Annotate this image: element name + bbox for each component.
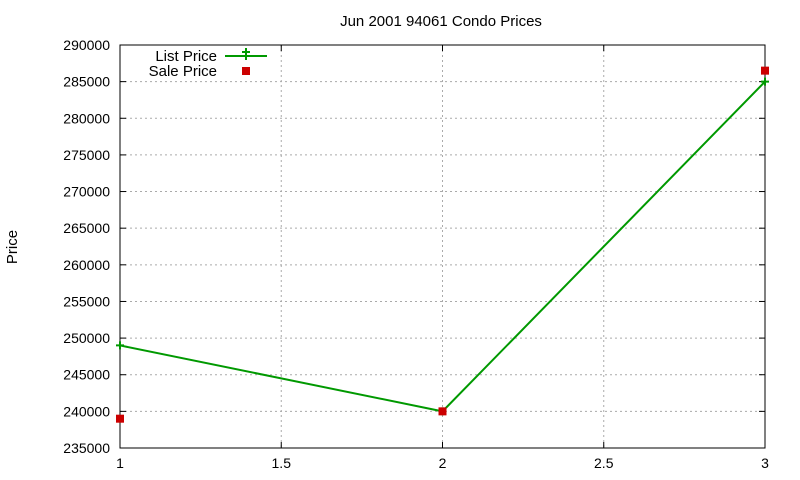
y-tick-label: 250000 (63, 330, 110, 346)
y-tick-label: 290000 (63, 37, 110, 53)
y-tick-label: 255000 (63, 293, 110, 309)
list-price-point (761, 77, 769, 86)
legend-marker-list-price (242, 48, 250, 60)
y-tick-label: 245000 (63, 367, 110, 383)
chart-title: Jun 2001 94061 Condo Prices (340, 13, 542, 30)
x-tick-label: 1 (116, 455, 124, 471)
y-tick-label: 280000 (63, 110, 110, 126)
sale-price-point (438, 407, 447, 416)
gridlines (120, 45, 765, 448)
y-axis-label: Price (4, 230, 21, 264)
y-tick-label: 265000 (63, 220, 110, 236)
legend-label-sale-price: Sale Price (149, 63, 217, 80)
data-series (116, 66, 769, 423)
y-tick-label: 240000 (63, 403, 110, 419)
x-tick-label: 3 (761, 455, 769, 471)
x-tick-label: 2 (439, 455, 447, 471)
x-tick-label: 2.5 (594, 455, 614, 471)
sale-price-point (761, 66, 769, 75)
y-tick-label: 260000 (63, 257, 110, 273)
y-tick-label: 270000 (63, 184, 110, 200)
legend: List Price Sale Price (149, 48, 267, 80)
legend-label-list-price: List Price (155, 48, 217, 65)
y-tick-label: 285000 (63, 74, 110, 90)
sale-price-point (116, 414, 124, 423)
axis-ticks: 1 1.5 2 2.5 3 235000 240000 245000 250000 255000 2… (63, 37, 769, 471)
list-price-point (116, 341, 124, 350)
x-tick-label: 1.5 (272, 455, 292, 471)
legend-marker-sale-price (242, 67, 250, 75)
y-tick-label: 275000 (63, 147, 110, 163)
y-tick-label: 235000 (63, 440, 110, 456)
